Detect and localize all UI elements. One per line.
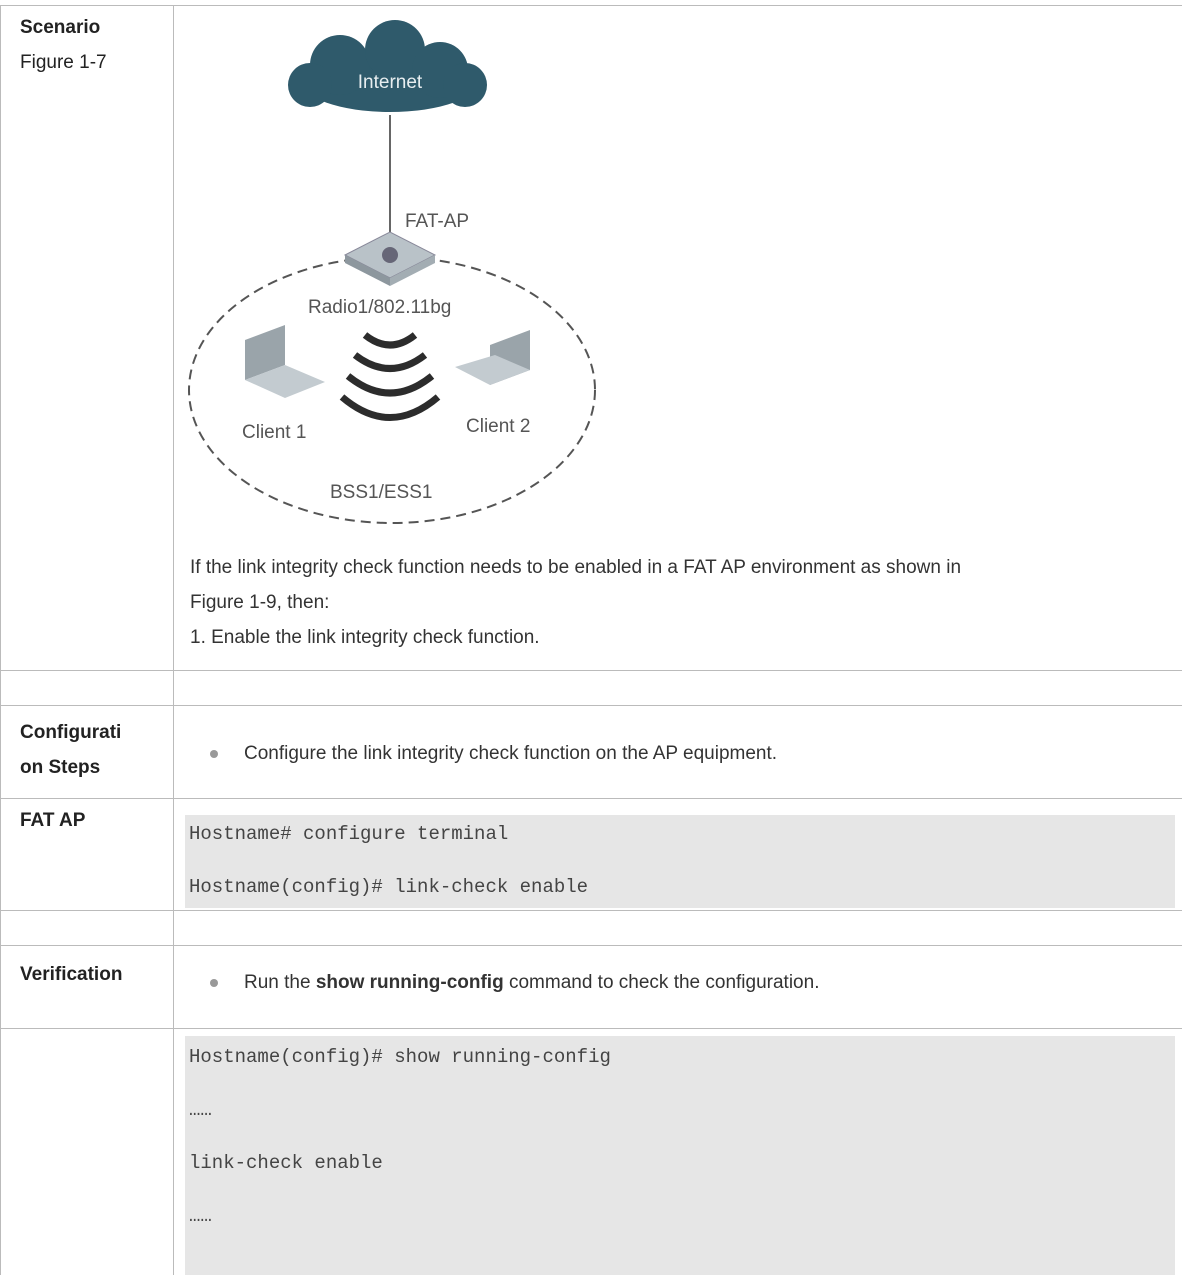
paragraph: 1. Enable the link integrity check funct…: [190, 627, 540, 648]
bss-label: BSS1/ESS1: [330, 482, 432, 503]
row-label: FAT AP: [20, 810, 86, 831]
client-label: Client 1: [242, 422, 306, 443]
row-label: Scenario: [20, 17, 101, 38]
bullet: [210, 750, 218, 758]
code-line: ……: [189, 1205, 212, 1227]
rule: [0, 798, 1182, 799]
row-label: Configurati: [20, 722, 122, 743]
bullet-text: Run the show running-config command to c…: [244, 965, 819, 1000]
rule: [173, 5, 174, 1275]
radio-label: Radio1/802.11bg: [308, 297, 451, 318]
text-run: Run the: [244, 972, 316, 993]
paragraph: If the link integrity check function nee…: [190, 557, 962, 578]
rule: [0, 5, 1, 1275]
paragraph: Figure 1-9, then:: [190, 592, 330, 613]
rule: [0, 705, 1182, 706]
rule: [0, 5, 1182, 6]
code-block: Hostname# configure terminal Hostname(co…: [185, 815, 1175, 908]
row-label: Verification: [20, 964, 123, 985]
code-line: ……: [189, 1099, 212, 1121]
rule: [0, 1028, 1182, 1029]
code-line: Hostname# configure terminal: [189, 823, 509, 845]
code-line: Hostname(config)# show running-config: [189, 1046, 611, 1068]
rule: [0, 670, 1182, 671]
command: show running-config: [315, 972, 504, 993]
code-block: Hostname(config)# show running-config ………: [185, 1036, 1175, 1275]
text-run: command to check the configuration.: [503, 972, 820, 993]
client-label: Client 2: [466, 416, 530, 437]
cloud-label: Internet: [358, 72, 423, 93]
figure: Internet FAT-AP Radio1/802.11bg Client 1…: [188, 20, 596, 524]
code-line: Hostname(config)# link-check enable: [189, 876, 589, 898]
code-line: link-check enable: [189, 1152, 383, 1174]
bullet-text: Configure the link integrity check funct…: [244, 743, 778, 764]
bullet: [210, 979, 218, 987]
rule: [0, 910, 1182, 911]
rule: [0, 945, 1182, 946]
row-label: on Steps: [20, 757, 101, 778]
figure-label: Figure 1-7: [20, 52, 107, 73]
ap-label: FAT-AP: [405, 211, 469, 232]
